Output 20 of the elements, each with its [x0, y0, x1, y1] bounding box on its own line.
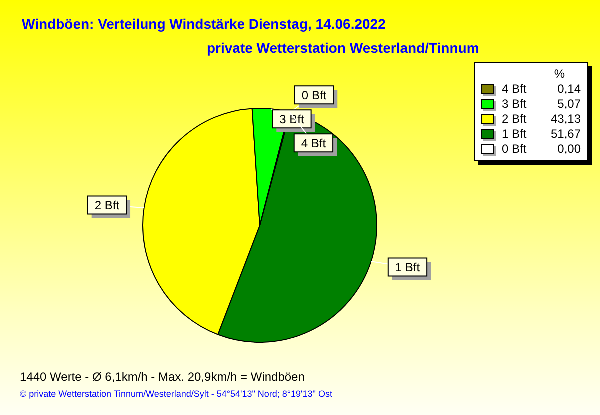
text: 1440 Werte - Ø 6,1km/h - Max. 20,9km/h = Windböen	[20, 370, 305, 384]
text: 0,00	[558, 142, 581, 156]
category-label: 3 Bft	[280, 112, 304, 126]
slice-label: 2 Bft	[94, 198, 120, 213]
category-label: 0 Bft	[302, 88, 327, 102]
legend-label: 2 Bft	[502, 112, 528, 126]
data-label: 51,67	[550, 126, 581, 140]
chart-title: Windböen: Verteilung Windstärke Dienstag, 14.06.2022	[22, 16, 386, 32]
legend-label: 0 Bft	[502, 142, 528, 156]
legend-label: 4 Bft	[502, 82, 528, 96]
data-label: 0,14	[556, 82, 581, 96]
data-label: 43,13	[550, 112, 581, 126]
chart-subtitle: private Wetterstation Westerland/Tinnum	[207, 40, 480, 56]
data-label: 5,07	[556, 96, 581, 110]
legend-label: 3 Bft	[502, 96, 528, 110]
category-label: 4 Bft	[301, 136, 326, 150]
text: © private Wetterstation Tinnum/Westerland/Sylt - 54°54'13" Nord; 8°19'13" Ost	[20, 389, 332, 399]
slice-label: 1 Bft	[395, 260, 421, 275]
legend-title: %	[553, 67, 566, 81]
legend-label: 1 Bft	[502, 126, 528, 140]
